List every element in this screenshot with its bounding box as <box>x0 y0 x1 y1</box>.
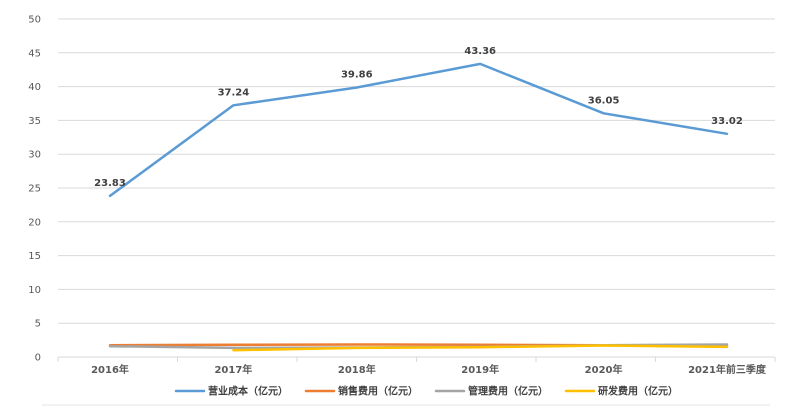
y-tick-label: 10 <box>28 285 41 296</box>
y-tick-label: 35 <box>28 116 41 127</box>
data-label: 43.36 <box>464 46 496 57</box>
x-axis-tick-labels: 2016年 2017年 2018年 2019年 2020年 2021年前三季度 <box>91 363 767 376</box>
y-tick-label: 50 <box>28 15 41 26</box>
legend-label-4: 研发费用（亿元） <box>598 385 678 398</box>
legend-label-3: 管理费用（亿元） <box>468 385 548 398</box>
y-tick-label: 45 <box>28 48 41 59</box>
y-tick-label: 5 <box>35 319 41 330</box>
data-label: 37.24 <box>218 87 250 98</box>
y-axis-tick-labels: 0 5 10 15 20 25 30 35 40 45 50 <box>28 15 41 364</box>
data-labels: 23.83 37.24 39.86 43.36 36.05 33.02 <box>94 46 743 189</box>
x-tick-label: 2019年 <box>461 363 499 376</box>
legend-label-1: 营业成本（亿元） <box>208 385 288 398</box>
x-tick-label: 2021年前三季度 <box>688 363 767 376</box>
data-label: 33.02 <box>711 116 743 127</box>
series-line-4 <box>232 344 729 352</box>
y-tick-label: 20 <box>28 217 41 228</box>
series-line-1 <box>108 62 729 198</box>
y-tick-label: 30 <box>28 150 41 161</box>
legend-label-2: 销售费用（亿元） <box>338 385 418 398</box>
y-tick-label: 0 <box>35 353 41 364</box>
y-tick-label: 40 <box>28 82 41 93</box>
x-tick-label: 2020年 <box>585 363 623 376</box>
data-label: 36.05 <box>588 95 620 106</box>
x-tick-label: 2018年 <box>338 363 376 376</box>
y-tick-label: 15 <box>28 251 41 262</box>
x-tick-label: 2016年 <box>91 363 129 376</box>
data-label: 39.86 <box>341 70 373 81</box>
gridlines <box>58 18 775 324</box>
legend: 营业成本（亿元） 销售费用（亿元） 管理费用（亿元） 研发费用（亿元） <box>174 385 678 398</box>
series-lines <box>108 62 729 352</box>
x-tick-label: 2017年 <box>214 363 252 376</box>
y-tick-label: 25 <box>28 184 41 195</box>
x-axis <box>57 356 776 362</box>
data-label: 23.83 <box>94 178 126 189</box>
